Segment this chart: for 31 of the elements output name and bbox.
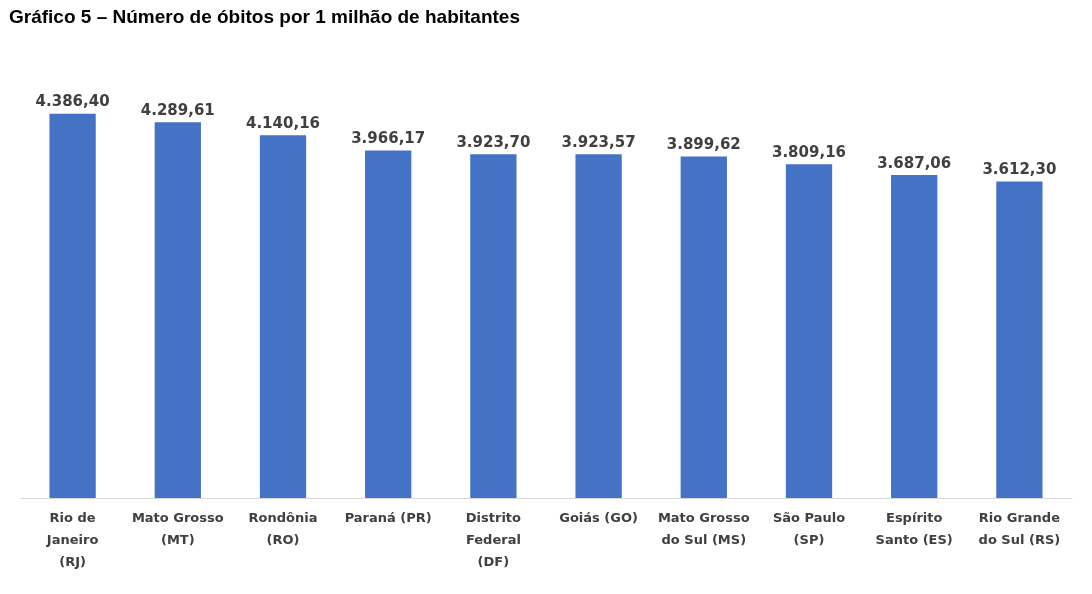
bar [680,156,727,498]
bar [365,150,412,498]
data-label: 3.899,62 [666,134,741,153]
x-tick-label: Mato Grosso do Sul (MS) [657,509,750,547]
x-tick-label: Goiás (GO) [559,509,638,525]
data-label: 4.386,40 [35,92,110,111]
x-tick-label: Espírito Santo (ES) [875,509,953,547]
chart-title: Gráfico 5 – Número de óbitos por 1 milhão de habitantes [9,6,520,27]
bar [575,154,622,498]
data-label: 3.923,57 [561,132,636,151]
x-tick-label: Rondônia (RO) [248,509,318,547]
data-label: 3.809,16 [771,142,847,161]
data-label: 3.966,17 [351,129,426,148]
data-label: 3.923,70 [456,132,531,151]
bar [49,113,96,498]
x-tick-label: Mato Grosso (MT) [131,509,224,547]
data-label: 3.612,30 [982,160,1057,179]
x-tick-label: Paraná (PR) [344,509,432,525]
x-tick-label: Rio Grande do Sul (RS) [978,509,1061,547]
bar [470,154,517,498]
bar [154,122,201,498]
data-label: 3.687,06 [877,153,952,172]
bar [785,164,833,498]
bar [996,181,1043,498]
data-label: 4.289,61 [140,100,215,119]
x-tick-label: Rio de Janeiro (RJ) [45,509,99,569]
x-tick-label: Distrito Federal (DF) [465,509,522,569]
x-tick-label: São Paulo (SP) [772,509,846,547]
data-label: 4.140,16 [245,113,321,132]
bar [891,175,938,498]
bar [259,135,307,498]
